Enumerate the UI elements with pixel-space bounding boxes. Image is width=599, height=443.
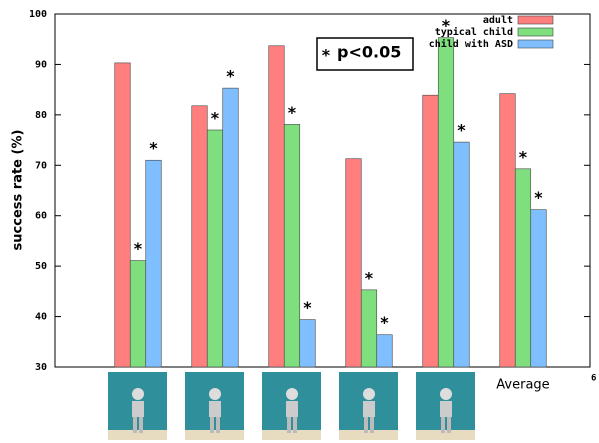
bar [207, 130, 223, 367]
thumbnail-part [210, 417, 214, 433]
thumbnail-part [287, 417, 291, 433]
bar [115, 63, 131, 367]
significance-marker: * [133, 239, 143, 258]
thumbnail-part [209, 388, 221, 400]
significance-marker: * [518, 147, 528, 166]
thumbnail-part [363, 388, 375, 400]
thumbnail-part [108, 430, 167, 440]
bar [223, 88, 239, 367]
bar [361, 290, 377, 367]
thumbnail-part [216, 417, 220, 433]
bar [531, 210, 547, 367]
bar [269, 46, 285, 367]
y-tick-label: 40 [35, 312, 47, 323]
legend-swatch [518, 28, 553, 36]
y-tick-label: 50 [35, 261, 47, 272]
thumbnail [185, 372, 244, 440]
thumbnail-part [416, 430, 475, 440]
thumbnail-part [447, 417, 451, 433]
thumbnail-part [440, 388, 452, 400]
significance-marker: * [457, 121, 467, 140]
y-tick-label: 30 [35, 362, 47, 373]
bar [192, 106, 208, 367]
significance-marker: * [226, 67, 236, 86]
y-tick-label: 80 [35, 110, 47, 121]
thumbnail [108, 372, 167, 440]
bar [300, 320, 316, 367]
bar [130, 261, 146, 367]
bar [500, 94, 516, 367]
thumbnail [339, 372, 398, 440]
thumbnail-part [441, 417, 445, 433]
y-axis-label: success rate (%) [11, 130, 26, 251]
note-text: p<0.05 [337, 43, 401, 62]
bar [284, 124, 300, 367]
significance-marker: * [303, 298, 313, 317]
significance-marker: * [287, 103, 297, 122]
thumbnail [416, 372, 475, 440]
thumbnail-part [185, 430, 244, 440]
y-tick-label: 60 [35, 211, 47, 222]
y-tick-label: 90 [35, 59, 47, 70]
thumbnail-part [209, 401, 221, 417]
legend-swatch [518, 40, 553, 48]
bar [423, 95, 439, 367]
legend-label: typical child [435, 26, 513, 38]
y-tick-label: 70 [35, 160, 47, 171]
thumbnail-part [139, 417, 143, 433]
significance-marker: * [149, 139, 159, 158]
thumbnail-part [132, 401, 144, 417]
thumbnail-part [262, 430, 321, 440]
significance-marker: * [364, 268, 374, 287]
legend-swatch [518, 16, 553, 24]
legend-label: child with ASD [429, 38, 513, 50]
bar [146, 160, 162, 367]
x-end-label: 6 [591, 374, 596, 384]
note-marker: * [321, 46, 331, 65]
significance-marker: * [534, 188, 544, 207]
bar [346, 159, 362, 367]
thumbnail-part [132, 388, 144, 400]
thumbnail-part [440, 401, 452, 417]
chart: success rate (%) 6 * p<0.05 30 40 50 60 70 80… [0, 0, 599, 443]
thumbnail [262, 372, 321, 440]
thumbnail-part [339, 430, 398, 440]
thumbnail-part [370, 417, 374, 433]
y-tick-label: 100 [29, 9, 47, 20]
thumbnail-part [363, 401, 375, 417]
thumbnail-part [133, 417, 137, 433]
significance-marker: * [380, 313, 390, 332]
bar [515, 169, 531, 367]
thumbnail-part [364, 417, 368, 433]
bar [377, 335, 393, 367]
bar [454, 142, 470, 367]
x-tick-label: Average [496, 378, 549, 393]
significance-marker: * [210, 108, 220, 127]
thumbnail-part [286, 401, 298, 417]
legend-label: adult [483, 15, 513, 26]
thumbnail-part [286, 388, 298, 400]
bar [438, 38, 454, 367]
thumbnail-part [293, 417, 297, 433]
